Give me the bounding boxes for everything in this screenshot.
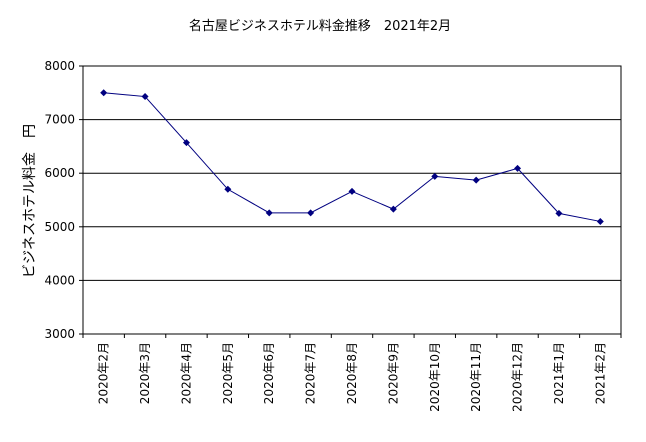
data-point xyxy=(389,205,397,213)
data-point xyxy=(141,93,149,101)
x-axis-ticks: 2020年2月 2020年3月 2020年4月 2020年5月 2020年6月 2020年… xyxy=(82,334,622,412)
y-axis-label: ビジネスホテル料金 円 xyxy=(22,124,38,278)
x-tick-label: 2021年2月 xyxy=(593,342,607,404)
x-tick-label: 2021年1月 xyxy=(552,342,566,404)
y-tick-label: 7000 xyxy=(44,113,75,127)
x-tick-label: 2020年7月 xyxy=(304,342,318,404)
x-tick-label: 2020年8月 xyxy=(345,342,359,404)
data-point xyxy=(224,185,232,193)
chart-title: 名古屋ビジネスホテル料金推移 2021年2月 xyxy=(189,18,451,34)
data-point xyxy=(555,209,563,217)
data-point xyxy=(596,217,604,225)
grid-lines xyxy=(83,119,621,281)
plot-area xyxy=(82,65,622,335)
x-tick-label: 2020年11月 xyxy=(469,342,483,412)
series-layer xyxy=(100,89,604,225)
x-tick-label: 2020年12月 xyxy=(511,342,525,412)
data-point xyxy=(514,164,522,172)
x-tick-label: 2020年6月 xyxy=(262,342,276,404)
x-tick-label: 2020年9月 xyxy=(386,342,400,404)
data-point xyxy=(100,89,108,97)
x-tick-label: 2020年4月 xyxy=(179,342,193,404)
y-axis-ticks: 3000 4000 5000 6000 7000 8000 xyxy=(44,59,83,341)
x-tick-label: 2020年5月 xyxy=(221,342,235,404)
y-tick-label: 3000 xyxy=(44,327,75,341)
y-tick-label: 4000 xyxy=(44,273,75,287)
y-tick-label: 8000 xyxy=(44,59,75,73)
data-point xyxy=(472,176,480,184)
data-point xyxy=(431,172,439,180)
y-tick-label: 5000 xyxy=(44,220,75,234)
y-tick-label: 6000 xyxy=(44,166,75,180)
data-point xyxy=(348,187,356,195)
x-tick-label: 2020年2月 xyxy=(97,342,111,404)
data-point xyxy=(265,209,273,217)
data-point xyxy=(182,139,190,147)
x-tick-label: 2020年10月 xyxy=(428,342,442,412)
x-tick-label: 2020年3月 xyxy=(138,342,152,404)
data-point xyxy=(307,209,315,217)
